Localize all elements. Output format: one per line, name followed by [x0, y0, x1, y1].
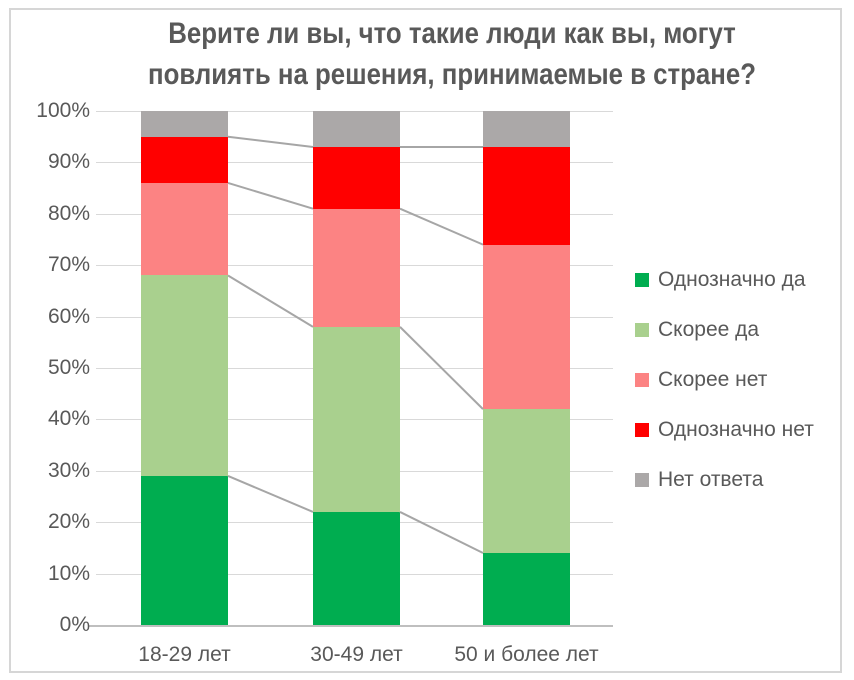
bar-segment	[141, 137, 228, 183]
y-tick-label: 40%	[47, 407, 90, 430]
bar-segment	[141, 183, 228, 275]
legend-item: Скорее нет	[635, 355, 767, 405]
legend-item: Однозначно да	[635, 255, 806, 305]
x-category-label: 50 и более лет	[454, 643, 599, 666]
legend-label: Скорее да	[658, 318, 760, 341]
bar-segment	[483, 111, 570, 147]
y-tick-label: 80%	[47, 202, 90, 225]
legend-label: Скорее нет	[658, 368, 768, 391]
legend-swatch	[635, 473, 649, 487]
y-tick-label: 10%	[47, 562, 90, 585]
bar-segment	[141, 476, 228, 625]
bar-segment	[313, 111, 400, 147]
y-tick-label: 20%	[47, 510, 90, 533]
y-tick-label: 70%	[47, 253, 90, 276]
chart-title-line-1: Верите ли вы, что такие люди как вы, мог…	[168, 17, 736, 50]
y-tick-label: 30%	[47, 459, 90, 482]
y-tick-label: 0%	[59, 613, 90, 636]
legend-swatch	[635, 373, 649, 387]
x-category-label: 30-49 лет	[310, 643, 403, 666]
legend-swatch	[635, 273, 649, 287]
chart-title-line-2: повлиять на решения, принимаемые в стран…	[148, 58, 756, 91]
legend-swatch	[635, 423, 649, 437]
y-tick-label: 50%	[47, 356, 90, 379]
legend-item: Скорее да	[635, 305, 759, 355]
bar-segment	[141, 275, 228, 476]
legend-label: Однозначно да	[658, 268, 806, 291]
legend-swatch	[635, 323, 649, 337]
legend-label: Нет ответа	[658, 468, 764, 491]
y-tick-label: 60%	[47, 305, 90, 328]
bar-segment	[483, 409, 570, 553]
y-tick-label: 90%	[47, 150, 90, 173]
bar-segment	[483, 245, 570, 409]
x-axis-line	[88, 625, 613, 627]
legend-item: Нет ответа	[635, 455, 763, 505]
bar-segment	[141, 111, 228, 137]
bar-segment	[313, 209, 400, 327]
bar-segment	[483, 147, 570, 245]
bar-segment	[313, 147, 400, 209]
bar-segment	[313, 327, 400, 512]
x-category-label: 18-29 лет	[138, 643, 231, 666]
y-tick-label: 100%	[36, 99, 90, 122]
bar-segment	[313, 512, 400, 625]
legend-label: Однозначно нет	[658, 418, 814, 441]
legend-item: Однозначно нет	[635, 405, 814, 455]
chart-title: Верите ли вы, что такие люди как вы, мог…	[50, 13, 854, 95]
bar-segment	[483, 553, 570, 625]
